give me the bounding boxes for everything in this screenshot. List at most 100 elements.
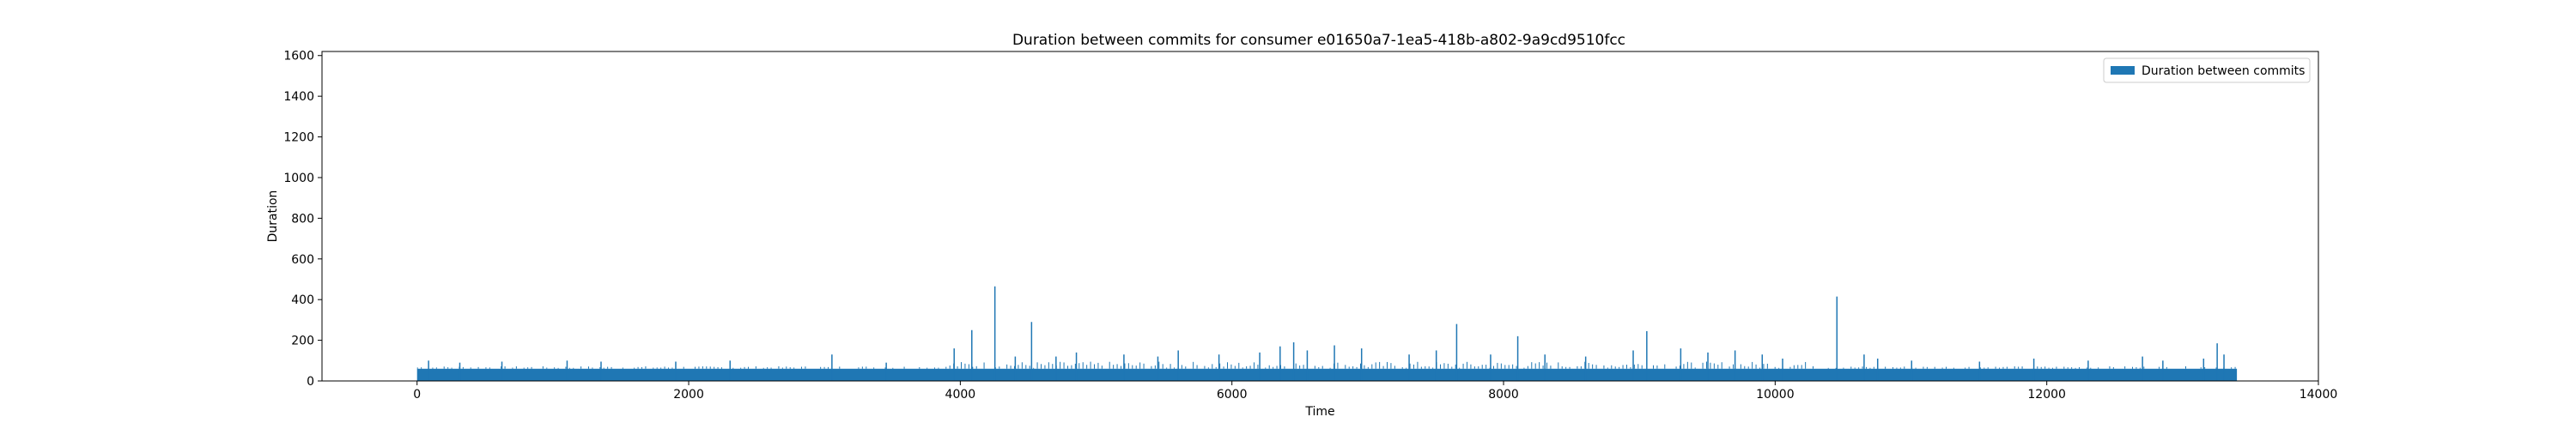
bar xyxy=(2079,366,2080,369)
bar xyxy=(1443,363,1445,369)
plot-frame xyxy=(321,51,2319,382)
bar-spike xyxy=(459,362,461,381)
bar xyxy=(1459,367,1461,369)
bar xyxy=(523,367,525,369)
bar xyxy=(1747,366,1749,369)
bar xyxy=(1885,366,1886,369)
bar xyxy=(1797,365,1799,369)
bar xyxy=(542,366,544,369)
bar xyxy=(588,366,589,369)
bar xyxy=(1006,364,1008,369)
legend-box xyxy=(2103,57,2311,83)
bar xyxy=(786,366,787,369)
bar xyxy=(2159,366,2160,369)
bar xyxy=(1987,367,1989,369)
bar xyxy=(1014,366,1015,369)
bar xyxy=(462,366,464,369)
bar xyxy=(1592,364,1594,369)
bar xyxy=(565,366,567,369)
bar xyxy=(1999,367,2000,369)
bar-spike xyxy=(1259,352,1261,381)
bar xyxy=(1127,363,1129,369)
x-tick-label: 2000 xyxy=(673,388,704,402)
bar xyxy=(443,366,445,369)
bar xyxy=(1899,367,1901,369)
bar-spike xyxy=(675,361,677,381)
bar xyxy=(2040,366,2042,369)
bar xyxy=(1706,361,1707,369)
bar xyxy=(1356,366,1358,369)
bar-spike xyxy=(1707,352,1709,381)
bar xyxy=(1318,366,1320,369)
bar xyxy=(1793,365,1795,369)
bar xyxy=(903,366,905,369)
bar xyxy=(2067,367,2069,369)
bar xyxy=(1394,366,1395,369)
bar xyxy=(983,362,985,369)
bar xyxy=(762,367,764,369)
bar-spike xyxy=(1734,350,1736,381)
bar xyxy=(778,366,780,369)
bar-spike xyxy=(1544,354,1546,381)
bar-spike xyxy=(971,329,973,381)
bar xyxy=(1379,361,1381,369)
bar xyxy=(1067,366,1068,369)
bar xyxy=(1097,362,1099,369)
bar xyxy=(1048,362,1049,369)
bar xyxy=(1360,363,1361,369)
y-tick-label: 1400 xyxy=(283,90,314,104)
bar xyxy=(527,367,529,369)
bar xyxy=(2234,366,2236,369)
bar xyxy=(1052,364,1054,369)
bar xyxy=(820,366,822,369)
bar xyxy=(1409,363,1411,369)
bar xyxy=(1348,366,1350,369)
bar xyxy=(828,366,829,369)
bar-spike xyxy=(428,360,429,381)
bar xyxy=(2166,366,2167,369)
bar xyxy=(1523,367,1525,369)
bar xyxy=(1542,366,1544,369)
bar xyxy=(1500,363,1502,369)
bar xyxy=(1041,364,1042,369)
bar xyxy=(1478,366,1479,369)
bar xyxy=(1158,361,1160,369)
bar xyxy=(634,367,635,369)
bar xyxy=(1489,367,1491,369)
bar-spike xyxy=(1863,354,1865,381)
bar xyxy=(1569,366,1571,369)
bar xyxy=(1607,367,1608,369)
bar-spike xyxy=(729,360,731,381)
bar xyxy=(1946,366,1947,369)
bar xyxy=(1728,366,1730,369)
bar-spike xyxy=(993,286,996,381)
bar-spike xyxy=(1455,323,1458,381)
bar xyxy=(1622,365,1624,369)
bar xyxy=(2112,366,2114,369)
bar xyxy=(1561,366,1563,369)
x-tick-label: 10000 xyxy=(1756,388,1795,402)
bar xyxy=(1113,365,1115,369)
bar xyxy=(2143,366,2145,369)
bar xyxy=(1481,365,1483,369)
bar-spike xyxy=(2142,356,2143,381)
bar-spike xyxy=(1978,361,1981,381)
bar-spike xyxy=(1836,296,1838,381)
bar xyxy=(1904,366,1905,369)
bar xyxy=(2215,367,2217,369)
bar xyxy=(485,367,487,369)
bar xyxy=(1539,362,1540,369)
bar xyxy=(1686,361,1688,369)
bar xyxy=(1230,364,1232,369)
bar xyxy=(1033,367,1035,369)
bar xyxy=(1611,365,1613,369)
bar xyxy=(1242,367,1243,369)
bar xyxy=(2132,366,2133,369)
bar xyxy=(1371,364,1373,369)
bar xyxy=(732,367,734,369)
bar xyxy=(637,366,639,369)
bar xyxy=(1755,364,1757,369)
bar-spike xyxy=(1435,350,1437,381)
bar xyxy=(1717,365,1719,369)
bar xyxy=(1827,367,1829,369)
